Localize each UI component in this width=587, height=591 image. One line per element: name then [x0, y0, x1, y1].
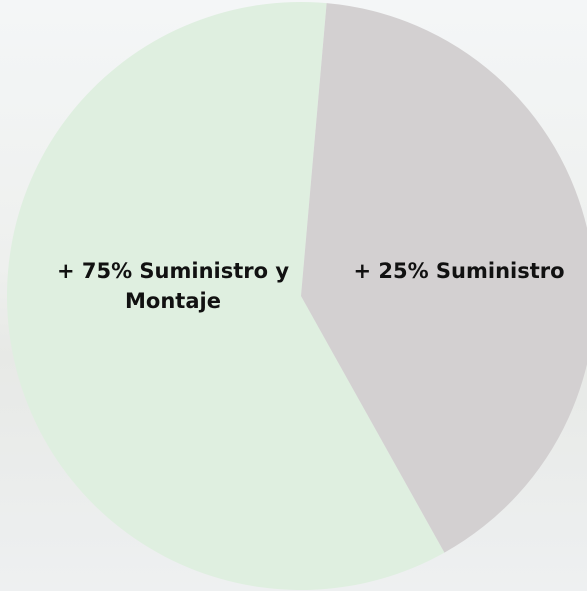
slice-label: + 25% Suministro: [353, 259, 565, 283]
slice-label: + 75% Suministro y Montaje: [56, 259, 290, 313]
pie-slice: [6, 1, 445, 591]
pie-slice: [301, 3, 587, 553]
